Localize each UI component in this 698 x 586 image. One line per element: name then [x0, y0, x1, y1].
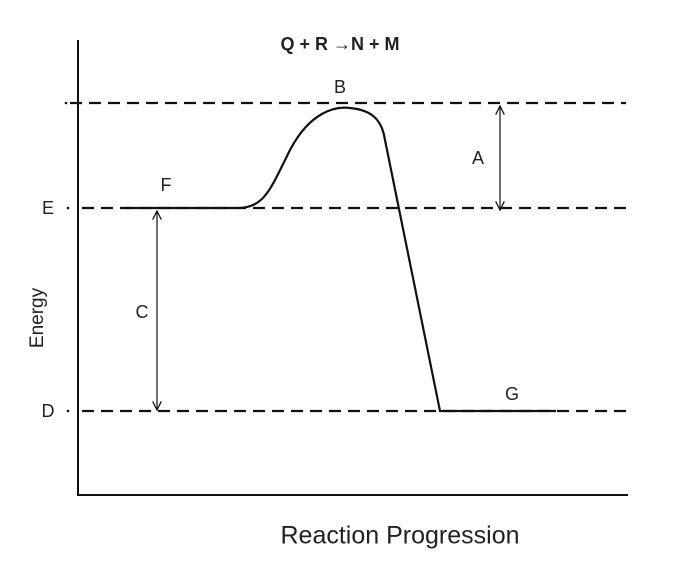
tick-dot — [64, 101, 68, 105]
label-c: C — [136, 302, 149, 322]
label-f: F — [161, 175, 172, 195]
title: Q + R →N + M — [280, 34, 399, 54]
label-a: A — [472, 148, 484, 168]
reaction-curve — [125, 106, 556, 413]
tick-dot — [66, 409, 70, 413]
tick-dot — [66, 206, 70, 210]
label-d: D — [42, 401, 55, 421]
label-g: G — [505, 384, 519, 404]
label-e: E — [42, 198, 54, 218]
y-axis-label: Energy — [27, 287, 48, 348]
label-b: B — [334, 77, 346, 97]
x-axis-label: Reaction Progression — [280, 522, 519, 550]
